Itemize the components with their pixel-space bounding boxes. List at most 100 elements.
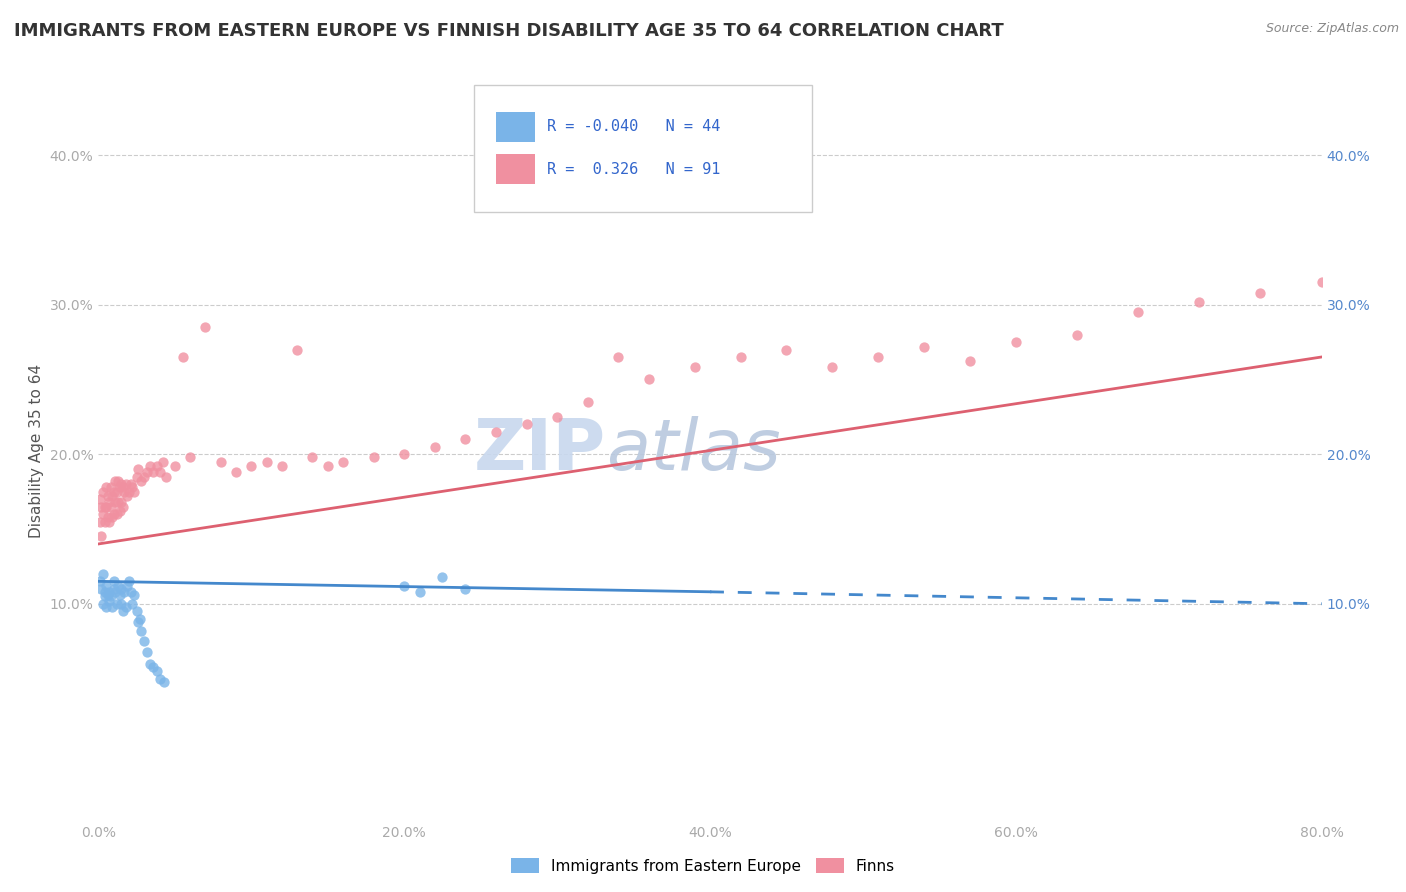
Point: [129, 474, 152, 488]
Point: [115, 477, 138, 491]
Point: [576, 395, 599, 409]
Point: [108, 588, 131, 602]
Point: [454, 582, 477, 596]
Point: [105, 484, 128, 499]
Point: [142, 659, 165, 673]
Point: [103, 484, 125, 499]
Point: [98, 584, 121, 599]
Point: [112, 584, 135, 599]
Point: [637, 372, 661, 386]
Point: [122, 484, 145, 499]
Point: [125, 604, 148, 618]
Point: [152, 455, 174, 469]
Point: [121, 597, 143, 611]
Point: [127, 462, 149, 476]
Point: [107, 579, 129, 593]
Point: [107, 474, 129, 488]
Point: [1310, 275, 1333, 289]
Text: IMMIGRANTS FROM EASTERN EUROPE VS FINNISH DISABILITY AGE 35 TO 64 CORRELATION CH: IMMIGRANTS FROM EASTERN EUROPE VS FINNIS…: [14, 22, 1004, 40]
Point: [912, 339, 935, 353]
Point: [607, 350, 630, 364]
Point: [111, 480, 134, 494]
Point: [94, 599, 117, 614]
Point: [118, 574, 141, 589]
Point: [101, 489, 124, 503]
Point: [546, 409, 568, 424]
Point: [868, 350, 890, 364]
Point: [285, 343, 308, 357]
Point: [516, 417, 538, 432]
Point: [127, 615, 149, 629]
Point: [117, 579, 139, 593]
Y-axis label: Disability Age 35 to 64: Disability Age 35 to 64: [30, 363, 44, 538]
Point: [270, 459, 292, 474]
Point: [363, 450, 385, 465]
Point: [97, 489, 120, 503]
Point: [89, 515, 111, 529]
Point: [110, 582, 132, 596]
Point: [112, 484, 135, 499]
Point: [163, 459, 186, 474]
Point: [139, 459, 162, 474]
Point: [110, 597, 132, 611]
Point: [120, 584, 142, 599]
FancyBboxPatch shape: [496, 112, 536, 142]
Point: [1128, 305, 1150, 319]
Point: [104, 495, 127, 509]
Point: [240, 459, 263, 474]
Point: [101, 599, 124, 614]
Text: R = -0.040   N = 44: R = -0.040 N = 44: [547, 120, 721, 135]
Point: [129, 624, 152, 638]
Point: [118, 484, 141, 499]
Point: [121, 480, 143, 494]
Point: [392, 579, 416, 593]
Point: [1371, 223, 1393, 237]
Point: [194, 320, 217, 334]
Point: [104, 584, 127, 599]
Point: [100, 500, 122, 514]
Point: [1004, 334, 1026, 349]
Point: [122, 588, 145, 602]
Point: [454, 432, 477, 446]
Point: [115, 599, 138, 614]
Point: [128, 612, 150, 626]
Point: [94, 480, 117, 494]
Point: [89, 491, 111, 506]
Point: [332, 455, 354, 469]
Point: [134, 634, 156, 648]
Text: ZIP: ZIP: [474, 416, 606, 485]
Point: [179, 450, 201, 465]
Point: [136, 645, 159, 659]
Point: [149, 465, 172, 479]
Point: [145, 459, 167, 474]
Point: [104, 474, 127, 488]
Point: [91, 484, 114, 499]
Point: [93, 589, 115, 603]
Point: [101, 510, 124, 524]
Point: [136, 465, 159, 479]
Point: [1402, 208, 1406, 222]
Point: [408, 584, 430, 599]
Point: [110, 495, 132, 509]
Text: R =  0.326   N = 91: R = 0.326 N = 91: [547, 161, 721, 177]
Point: [91, 597, 114, 611]
FancyBboxPatch shape: [474, 86, 811, 212]
Point: [89, 574, 111, 589]
Point: [172, 350, 194, 364]
Point: [98, 495, 121, 509]
Point: [1188, 294, 1211, 309]
Point: [142, 465, 165, 479]
Point: [117, 489, 139, 503]
Point: [108, 480, 131, 494]
Point: [134, 469, 156, 483]
Point: [423, 440, 446, 454]
Point: [90, 582, 112, 596]
Point: [432, 570, 454, 584]
Point: [94, 579, 117, 593]
Point: [775, 343, 797, 357]
Point: [155, 469, 177, 483]
Point: [91, 507, 114, 521]
Text: Source: ZipAtlas.com: Source: ZipAtlas.com: [1265, 22, 1399, 36]
Point: [959, 354, 981, 368]
Point: [100, 480, 122, 494]
